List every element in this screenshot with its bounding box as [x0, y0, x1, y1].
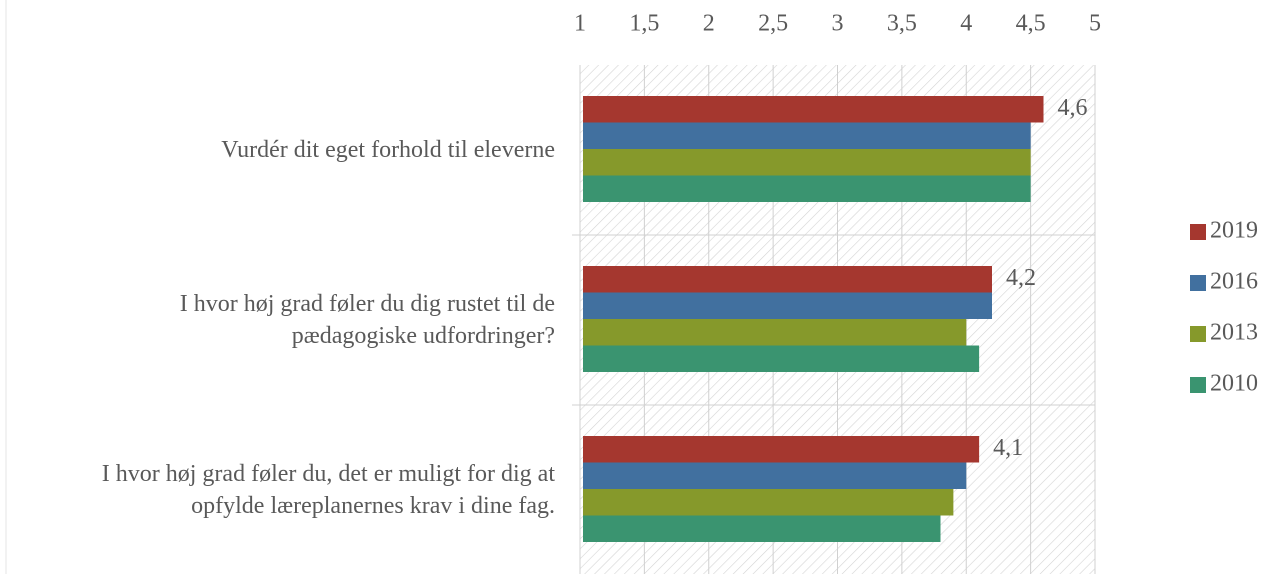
data-label: 4,2	[1006, 265, 1036, 291]
bar	[583, 292, 992, 319]
category-label: I hvor høj grad føler du dig rustet til …	[179, 291, 555, 349]
x-tick-label: 1,5	[629, 11, 659, 37]
legend-swatch	[1190, 224, 1206, 240]
legend-swatch	[1190, 326, 1206, 342]
bar	[583, 266, 992, 293]
bar	[583, 489, 954, 516]
x-tick-label: 3	[832, 11, 844, 37]
legend-label: 2016	[1210, 269, 1258, 295]
bar	[583, 436, 980, 463]
data-label: 4,6	[1058, 95, 1088, 121]
x-tick-label: 3,5	[887, 11, 917, 37]
bar	[583, 96, 1044, 123]
legend-label: 2013	[1210, 320, 1258, 346]
legend-swatch	[1190, 377, 1206, 393]
legend-label: 2010	[1210, 371, 1258, 397]
x-tick-label: 5	[1089, 11, 1101, 37]
category-label: I hvor høj grad føler du, det er muligt …	[101, 461, 555, 519]
x-tick-label: 1	[574, 11, 586, 37]
legend-label: 2019	[1210, 218, 1258, 244]
legend-swatch	[1190, 275, 1206, 291]
x-tick-label: 2,5	[758, 11, 788, 37]
x-tick-label: 2	[703, 11, 715, 37]
x-tick-label: 4	[960, 11, 972, 37]
bar	[583, 462, 967, 489]
bar	[583, 122, 1031, 149]
category-label: Vurdér dit eget forhold til eleverne	[221, 137, 555, 163]
bar	[583, 149, 1031, 176]
bar	[583, 175, 1031, 202]
bar	[583, 345, 980, 372]
data-label: 4,1	[993, 435, 1023, 461]
bar	[583, 319, 967, 346]
bar	[583, 515, 941, 542]
x-tick-label: 4,5	[1016, 11, 1046, 37]
